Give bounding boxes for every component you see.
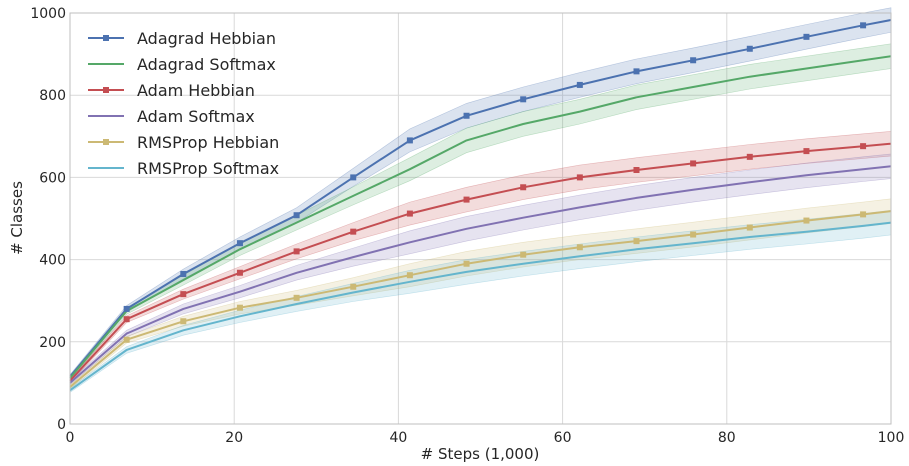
legend-marker — [103, 35, 109, 41]
line-rmsprop-softmax — [69, 221, 892, 392]
point-adam-hebbian — [406, 210, 413, 217]
line-adam-softmax — [69, 165, 892, 384]
point-rmsprop-hebbian — [860, 211, 867, 218]
confidence-bands — [69, 7, 892, 393]
y-tick-label: 1000 — [30, 6, 66, 22]
legend-label: RMSProp Softmax — [137, 159, 279, 178]
x-tick-label: 20 — [225, 430, 243, 446]
y-tick-label: 600 — [39, 170, 66, 186]
point-rmsprop-hebbian — [690, 231, 697, 238]
y-axis-label: # Classes — [8, 181, 26, 255]
point-adam-hebbian — [350, 228, 357, 235]
legend-item-rmsprop-softmax: RMSProp Softmax — [88, 159, 279, 178]
point-rmsprop-hebbian — [520, 251, 527, 258]
y-tick-label: 200 — [39, 335, 66, 351]
point-adagrad-hebbian — [236, 240, 243, 247]
y-tick-label: 800 — [39, 88, 66, 104]
series-markers — [123, 22, 867, 343]
point-adagrad-hebbian — [463, 112, 470, 119]
y-tick-labels: 0 200 400 600 800 1000 — [30, 6, 66, 433]
legend-item-rmsprop-hebbian: RMSProp Hebbian — [88, 133, 279, 152]
legend-item-adam-softmax: Adam Softmax — [88, 107, 255, 126]
point-adagrad-hebbian — [520, 96, 527, 103]
point-adam-hebbian — [123, 316, 130, 323]
x-tick-label: 80 — [718, 430, 736, 446]
point-rmsprop-hebbian — [236, 304, 243, 311]
point-adagrad-hebbian — [803, 33, 810, 40]
point-adam-hebbian — [293, 248, 300, 255]
point-rmsprop-hebbian — [293, 294, 300, 301]
legend-item-adam-hebbian: Adam Hebbian — [88, 81, 255, 100]
point-adam-hebbian — [746, 153, 753, 160]
point-rmsprop-hebbian — [576, 244, 583, 251]
point-rmsprop-hebbian — [406, 272, 413, 279]
point-rmsprop-hebbian — [633, 238, 640, 245]
point-adagrad-hebbian — [860, 22, 867, 29]
x-tick-labels: 0 20 40 60 80 100 — [66, 430, 905, 446]
point-rmsprop-hebbian — [463, 260, 470, 267]
x-tick-label: 60 — [554, 430, 572, 446]
point-adagrad-hebbian — [350, 174, 357, 181]
line-adam-hebbian — [69, 142, 892, 382]
x-tick-label: 40 — [389, 430, 407, 446]
x-tick-label: 100 — [878, 430, 905, 446]
line-adagrad-softmax — [69, 55, 892, 379]
point-adam-hebbian — [690, 160, 697, 167]
plot-frame — [69, 12, 892, 425]
point-adam-hebbian — [860, 143, 867, 150]
point-adagrad-hebbian — [180, 270, 187, 277]
point-adam-hebbian — [576, 174, 583, 181]
point-adagrad-hebbian — [576, 81, 583, 88]
line-rmsprop-hebbian — [69, 210, 892, 388]
point-adam-hebbian — [463, 196, 470, 203]
plot-background — [70, 13, 891, 424]
point-adagrad-hebbian — [633, 68, 640, 75]
point-adam-hebbian — [803, 148, 810, 155]
legend-marker — [103, 139, 109, 145]
series-lines — [69, 19, 892, 392]
point-adagrad-hebbian — [746, 45, 753, 52]
point-rmsprop-hebbian — [803, 217, 810, 224]
legend-label: Adagrad Softmax — [137, 55, 276, 74]
point-adagrad-hebbian — [406, 137, 413, 144]
x-axis-label: # Steps (1,000) — [421, 445, 540, 463]
legend-label: Adagrad Hebbian — [137, 29, 276, 48]
legend-label: Adam Softmax — [137, 107, 255, 126]
x-tick-label: 0 — [66, 430, 75, 446]
point-adagrad-hebbian — [123, 305, 130, 312]
legend-label: Adam Hebbian — [137, 81, 255, 100]
point-adam-hebbian — [180, 291, 187, 298]
point-adam-hebbian — [236, 269, 243, 276]
point-rmsprop-hebbian — [746, 224, 753, 231]
legend-marker — [103, 87, 109, 93]
point-rmsprop-hebbian — [350, 283, 357, 290]
point-rmsprop-hebbian — [180, 318, 187, 325]
legend-item-adagrad-softmax: Adagrad Softmax — [88, 55, 276, 74]
legend-item-adagrad-hebbian: Adagrad Hebbian — [88, 29, 276, 48]
point-rmsprop-hebbian — [123, 336, 130, 343]
y-tick-label: 0 — [57, 417, 66, 433]
point-adagrad-hebbian — [293, 212, 300, 219]
point-adam-hebbian — [633, 167, 640, 174]
point-adagrad-hebbian — [690, 57, 697, 64]
point-adam-hebbian — [520, 184, 527, 191]
y-tick-label: 400 — [39, 253, 66, 269]
legend: Adagrad Hebbian Adagrad Softmax Adam Hebbi… — [88, 29, 279, 178]
line-adagrad-hebbian — [69, 19, 892, 378]
legend-label: RMSProp Hebbian — [137, 133, 279, 152]
